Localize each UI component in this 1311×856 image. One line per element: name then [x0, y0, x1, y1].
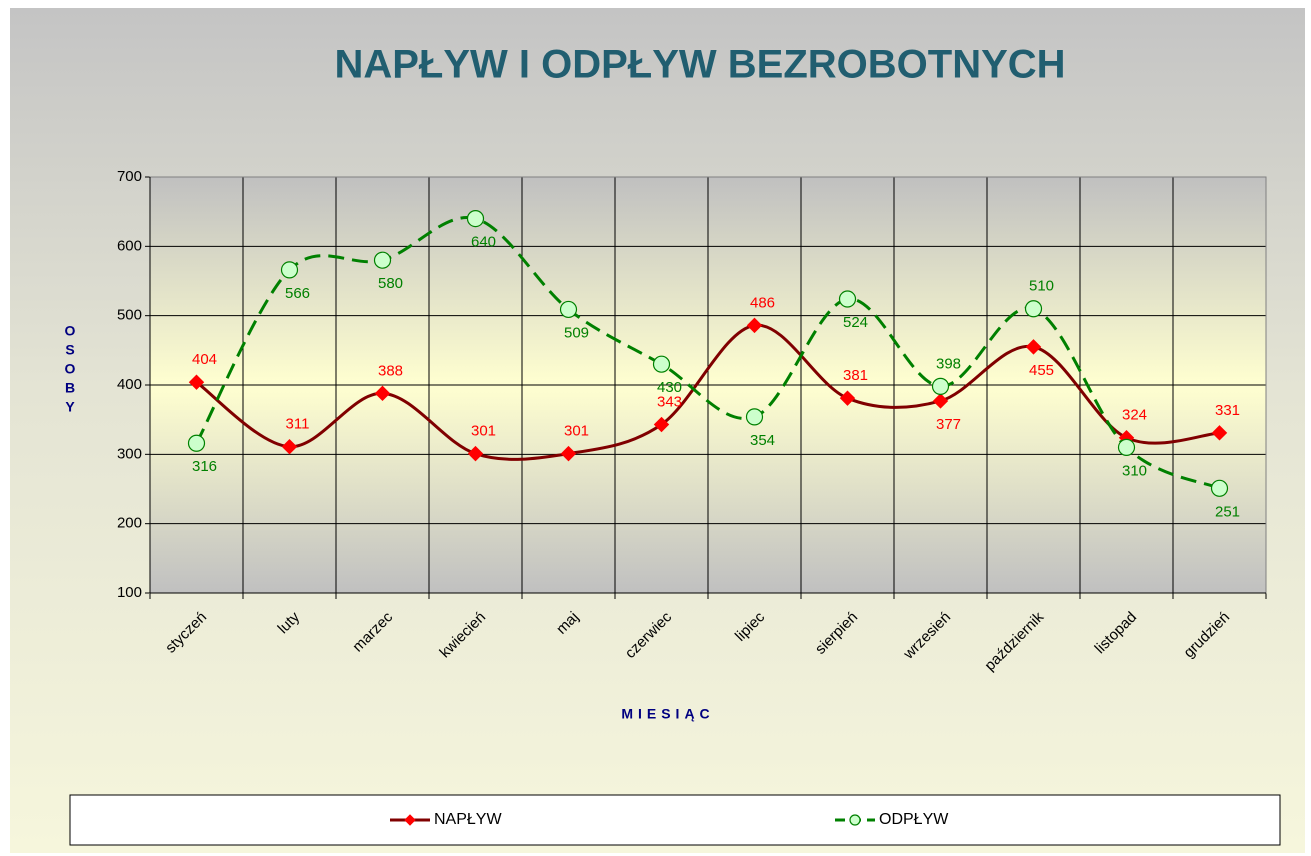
data-label: 580: [378, 275, 403, 292]
marker: [559, 300, 578, 319]
marker: [932, 393, 949, 409]
data-label: 510: [1029, 278, 1054, 295]
marker: [373, 251, 392, 269]
marker: [1117, 438, 1136, 456]
legend-label: ODPŁYW: [879, 811, 949, 828]
data-label: 381: [843, 367, 868, 384]
marker: [849, 814, 861, 826]
data-label: 301: [564, 423, 589, 440]
data-label: 455: [1029, 362, 1054, 379]
data-label: 251: [1215, 503, 1240, 520]
x-axis-title: MIESIĄC: [621, 706, 714, 722]
y-tick-label: 100: [117, 584, 142, 601]
data-label: 343: [657, 393, 682, 410]
data-label: 377: [936, 416, 961, 433]
marker: [187, 434, 206, 452]
y-tick-label: 500: [117, 307, 142, 324]
legend-label: NAPŁYW: [434, 811, 502, 828]
data-label: 430: [657, 379, 682, 396]
y-tick-label: 700: [117, 168, 142, 185]
marker: [1024, 300, 1043, 318]
marker: [1210, 479, 1229, 497]
data-label: 324: [1122, 407, 1147, 424]
y-tick-label: 300: [117, 445, 142, 462]
data-label: 404: [192, 351, 217, 368]
data-label: 509: [564, 324, 589, 341]
y-tick-label: 600: [117, 237, 142, 254]
marker: [281, 438, 298, 455]
data-label: 316: [192, 458, 217, 475]
marker: [745, 408, 764, 426]
data-label: 311: [286, 416, 310, 433]
marker: [280, 261, 299, 279]
data-label: 640: [471, 234, 496, 251]
y-axis-title: OSOBY: [62, 323, 78, 418]
data-label: 524: [843, 314, 868, 331]
marker: [653, 416, 670, 433]
marker: [652, 355, 671, 373]
y-tick-label: 200: [117, 515, 142, 532]
marker: [838, 290, 857, 308]
data-label: 566: [285, 285, 310, 302]
data-label: 398: [936, 355, 961, 372]
data-label: 388: [378, 362, 403, 379]
y-tick-label: 400: [117, 376, 142, 393]
marker: [188, 374, 205, 390]
chart-title: NAPŁYW I ODPŁYW BEZROBOTNYCH: [334, 43, 1065, 87]
marker: [1025, 339, 1042, 355]
marker: [839, 390, 856, 406]
marker: [560, 445, 577, 462]
data-label: 301: [471, 423, 496, 440]
data-label: 310: [1122, 462, 1147, 479]
marker: [374, 385, 391, 402]
series-line: [195, 216, 1221, 490]
marker: [746, 317, 763, 334]
data-label: 486: [750, 294, 775, 311]
data-label: 331: [1215, 402, 1240, 419]
marker: [466, 210, 485, 228]
legend: [69, 794, 1281, 846]
marker: [931, 377, 950, 395]
data-label: 354: [750, 432, 775, 449]
marker: [467, 445, 484, 462]
marker: [1211, 425, 1228, 441]
marker: [404, 814, 416, 826]
